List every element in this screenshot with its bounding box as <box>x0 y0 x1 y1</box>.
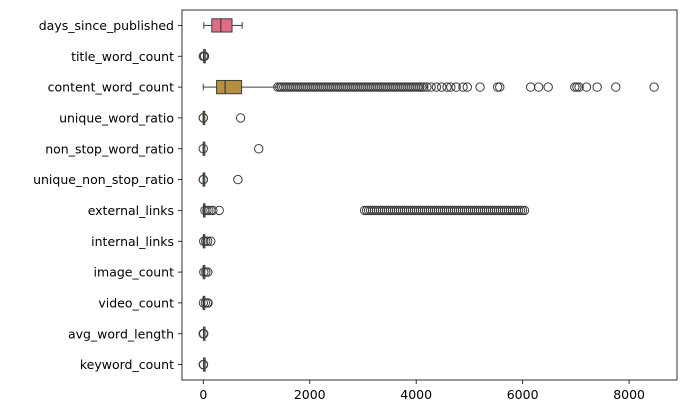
outlier-point <box>199 51 210 61</box>
y-tick-label: unique_non_stop_ratio <box>33 172 174 187</box>
outlier-point <box>519 205 530 216</box>
x-tick-label: 4000 <box>400 387 432 402</box>
y-tick-label: image_count <box>94 265 175 280</box>
outlier-point <box>574 82 584 92</box>
box-content-word-count <box>202 79 659 95</box>
box-internal-links <box>199 234 216 249</box>
outlier-point <box>198 144 208 154</box>
y-tick-label: internal_links <box>91 234 174 249</box>
box-external-links <box>200 203 530 218</box>
outlier-point <box>570 82 580 92</box>
outlier-point <box>203 236 213 246</box>
plot-frame <box>181 9 678 381</box>
y-tick-label: days_since_published <box>39 18 174 33</box>
box-iqr <box>211 18 233 33</box>
box-non-stop-word-ratio <box>198 141 264 156</box>
outlier-point <box>649 82 659 92</box>
outlier-point <box>422 82 432 92</box>
chart-marks <box>198 18 659 372</box>
outlier-point <box>442 82 452 92</box>
outlier-point <box>492 82 503 92</box>
x-tick-label: 0 <box>199 387 207 402</box>
outlier-point <box>543 82 553 92</box>
outlier-point <box>198 113 209 123</box>
outlier-point <box>426 82 436 92</box>
outlier-point <box>198 359 209 370</box>
box-unique-non-stop-ratio <box>198 172 243 187</box>
outlier-point <box>198 174 209 185</box>
outlier-point <box>199 329 209 339</box>
outlier-point <box>254 144 264 154</box>
x-tick-label: 2000 <box>294 387 326 402</box>
y-tick-label: avg_word_length <box>68 326 174 341</box>
outlier-point <box>611 82 621 92</box>
y-tick-label: unique_word_ratio <box>59 110 174 125</box>
x-tick-label: 6000 <box>507 387 539 402</box>
box-image-count <box>199 264 213 280</box>
y-tick-label: video_count <box>98 295 174 310</box>
outlier-point <box>214 205 224 216</box>
box-video-count <box>198 295 213 311</box>
y-tick-label: keyword_count <box>80 357 174 372</box>
outlier-point <box>419 82 429 92</box>
y-tick-label: non_stop_word_ratio <box>45 141 174 156</box>
box-avg-word-length <box>198 326 209 341</box>
y-axis: days_since_published title_word_countcont… <box>33 18 182 372</box>
box-unique-word-ratio <box>198 110 246 126</box>
outlier-point <box>462 82 472 92</box>
outlier-point <box>475 82 485 92</box>
y-tick-label: external_links <box>88 203 174 218</box>
outlier-point <box>233 174 243 185</box>
outlier-point <box>495 82 505 92</box>
y-tick-label: content_word_count <box>48 80 174 95</box>
outlier-point <box>533 82 544 92</box>
y-tick-label: title_word_count <box>71 49 174 64</box>
outlier-point <box>206 236 216 246</box>
outlier-point <box>431 82 442 92</box>
outlier-point <box>235 113 246 123</box>
outlier-point <box>437 82 447 92</box>
outlier-point <box>581 82 592 92</box>
plot-area <box>182 10 677 380</box>
x-tick-label: 8000 <box>613 387 645 402</box>
outlier-point <box>451 82 461 92</box>
outlier-point <box>208 205 218 216</box>
outlier-point <box>446 82 456 92</box>
box-iqr <box>216 79 243 95</box>
outlier-point <box>203 267 213 277</box>
box-title-word-count <box>198 49 210 64</box>
outlier-point <box>572 82 582 92</box>
x-axis: 0 2000 4000 6000 8000 <box>199 380 645 402</box>
outlier-point <box>458 82 468 92</box>
box-days-since-published <box>203 18 243 33</box>
box-keyword-count <box>198 357 209 372</box>
outlier-point <box>592 82 602 92</box>
outlier-point <box>203 298 213 308</box>
